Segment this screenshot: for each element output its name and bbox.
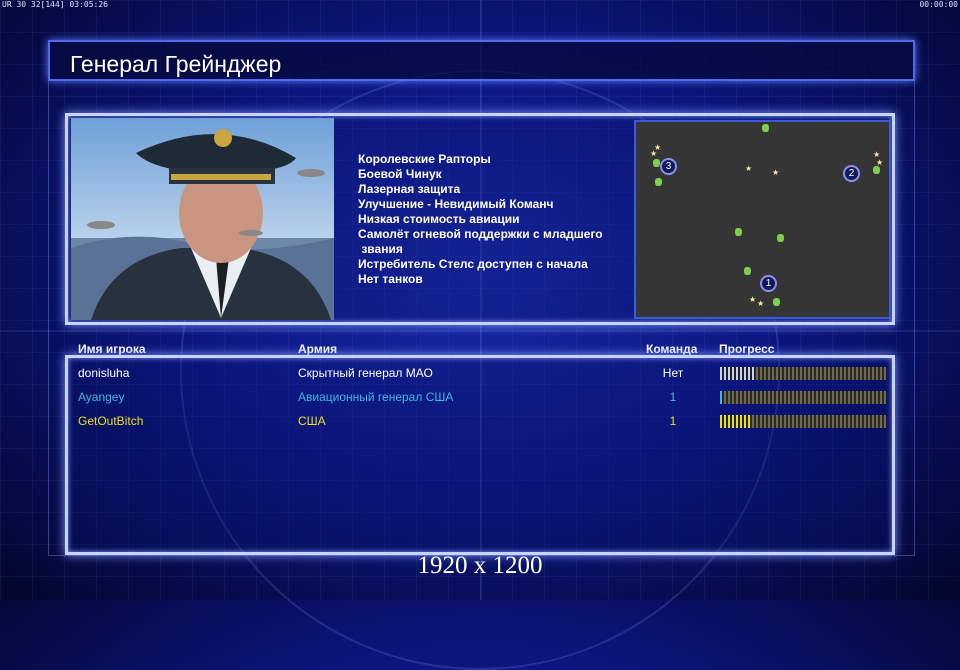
- tree-icon: [773, 298, 780, 306]
- title-bar: Генерал Грейнджер: [48, 40, 915, 81]
- general-title: Генерал Грейнджер: [70, 51, 282, 77]
- resolution-label: 1920 x 1200: [417, 552, 543, 579]
- progress-fill: [720, 391, 724, 404]
- feature-item: Низкая стоимость авиации: [358, 212, 520, 226]
- player-name: donisluha: [78, 366, 130, 380]
- tree-icon: [744, 267, 751, 275]
- start-position-3[interactable]: 3: [660, 158, 677, 175]
- progress-bar: [720, 367, 886, 380]
- background-line: [480, 0, 482, 600]
- progress-fill: [720, 415, 750, 428]
- progress-bar: [720, 415, 886, 428]
- player-team: Нет: [662, 366, 684, 380]
- player-name: Ayangey: [78, 390, 125, 404]
- supply-icon: ★: [654, 143, 662, 152]
- feature-item: Нет танков: [358, 272, 423, 286]
- tree-icon: [653, 159, 660, 167]
- minimap[interactable]: 1 2 3 ★ ★ ★ ★ ★ ★ ★ ★: [634, 120, 891, 319]
- status-clock: 00:00:00: [919, 0, 958, 9]
- feature-item: Королевские Рапторы: [358, 152, 491, 166]
- tree-icon: [655, 178, 662, 186]
- player-army: Скрытный генерал МАО: [298, 366, 433, 380]
- feature-item: Боевой Чинук: [358, 167, 442, 181]
- general-portrait: [71, 118, 334, 320]
- feature-item: звания: [358, 242, 403, 256]
- supply-icon: ★: [650, 149, 658, 158]
- status-left: UR 30 32[144] 03:05:26: [2, 0, 108, 9]
- start-position-2[interactable]: 2: [843, 165, 860, 182]
- background-line: [0, 330, 960, 332]
- player-team: 1: [669, 414, 677, 428]
- supply-icon: ★: [745, 164, 753, 173]
- header-progress: Прогресс: [719, 342, 775, 356]
- status-bar: UR 30 32[144] 03:05:26 00:00:00: [0, 0, 960, 10]
- start-position-1[interactable]: 1: [760, 275, 777, 292]
- player-name: GetOutBitch: [78, 414, 144, 428]
- feature-item: Самолёт огневой поддержки с младшего: [358, 227, 603, 241]
- general-features-list: Королевские Рапторы Боевой Чинук Лазерна…: [358, 152, 603, 287]
- supply-icon: ★: [757, 299, 765, 308]
- player-list: [65, 355, 895, 555]
- header-player-name: Имя игрока: [78, 342, 146, 356]
- progress-fill: [720, 367, 755, 380]
- tree-icon: [777, 234, 784, 242]
- player-row: donisluha Скрытный генерал МАО Нет: [0, 363, 960, 383]
- feature-item: Истребитель Стелс доступен с начала: [358, 257, 588, 271]
- feature-item: Улучшение - Невидимый Команч: [358, 197, 554, 211]
- feature-item: Лазерная защита: [358, 182, 461, 196]
- supply-icon: ★: [876, 158, 884, 167]
- player-row: Ayangey Авиационный генерал США 1: [0, 387, 960, 407]
- progress-bar: [720, 391, 886, 404]
- supply-icon: ★: [772, 168, 780, 177]
- header-army: Армия: [298, 342, 338, 356]
- tree-icon: [762, 124, 769, 132]
- player-team: 1: [669, 390, 677, 404]
- player-row: GetOutBitch США 1: [0, 411, 960, 431]
- header-team: Команда: [646, 342, 698, 356]
- player-army: Авиационный генерал США: [298, 390, 454, 404]
- supply-icon: ★: [749, 295, 757, 304]
- tree-icon: [735, 228, 742, 236]
- supply-icon: ★: [873, 150, 881, 159]
- tree-icon: [873, 166, 880, 174]
- player-army: США: [298, 414, 326, 428]
